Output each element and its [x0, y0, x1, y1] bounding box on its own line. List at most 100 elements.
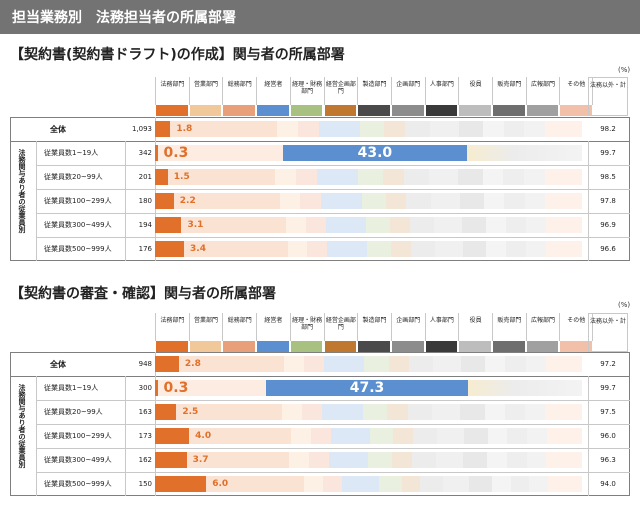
- legend-item: 販売部門: [492, 313, 526, 341]
- row-divider: [36, 448, 630, 449]
- legend-swatch: [290, 341, 323, 352]
- bar-segment: [411, 452, 436, 468]
- bar-segment: [458, 121, 484, 137]
- bar-segment: [526, 241, 547, 257]
- row-label: 従業員数500~999人: [44, 480, 112, 488]
- legend-item: 製造部門: [357, 313, 391, 341]
- bar-segment: [325, 217, 366, 233]
- bar-segment: [206, 476, 304, 492]
- other-total-value: 96.3: [600, 456, 616, 464]
- legend-item: 営業部門: [188, 313, 223, 341]
- column-divider: [155, 352, 156, 496]
- row-divider: [10, 376, 630, 377]
- legend-swatch: [257, 105, 289, 116]
- legend-item: 経理・財務部門: [289, 313, 324, 341]
- legend-swatch: [560, 105, 593, 116]
- bar-segment: [322, 404, 363, 420]
- row-divider: [36, 213, 630, 214]
- bar-segment: [189, 428, 292, 444]
- legend-swatch: [425, 341, 458, 352]
- bar-segment: [277, 121, 298, 137]
- row-label: 従業員数300~499人: [44, 456, 112, 464]
- bar-segment: [548, 476, 582, 492]
- bar-segment: [433, 217, 462, 233]
- bar-legal: [155, 356, 179, 372]
- legend-item: 人事部門: [424, 77, 459, 105]
- legend-item: 経営者: [256, 313, 290, 341]
- bar-segment: [408, 356, 433, 372]
- group-label: 法務関与あり者の従業員別: [18, 149, 26, 233]
- bar-segment: [302, 404, 323, 420]
- bar-legal: [155, 169, 168, 185]
- bar-segment: [413, 428, 437, 444]
- legend-item: 経理・財務部門: [289, 77, 324, 105]
- bar-segment: [461, 356, 486, 372]
- bar-segment: [296, 169, 317, 185]
- row-count: 948: [138, 360, 152, 368]
- bar-legal: [155, 217, 182, 233]
- bar-segment: [504, 193, 525, 209]
- bar-segment: [544, 169, 582, 185]
- bar-legal-label: 6.0: [212, 479, 229, 489]
- bar-segment: [318, 121, 360, 137]
- bar-segment: [442, 476, 470, 492]
- column-divider: [155, 117, 156, 261]
- bar-segment: [285, 217, 306, 233]
- bar-segment: [300, 193, 321, 209]
- column-divider: [588, 376, 589, 496]
- bar-segment: [457, 169, 483, 185]
- other-total-value: 98.5: [600, 173, 616, 181]
- legend-swatch: [459, 341, 491, 352]
- bar-segment: [388, 356, 409, 372]
- legend-swatch: [526, 105, 559, 116]
- bar-segment: [546, 241, 582, 257]
- legend-swatch: [526, 341, 559, 352]
- header-bar: 担当業務別 法務担当者の所属部署: [0, 0, 640, 34]
- bar-segment: [328, 452, 369, 468]
- bar-ceo: [283, 145, 467, 161]
- legend-item: 販売部門: [492, 77, 526, 105]
- bar-segment: [186, 452, 290, 468]
- bar-segment: [358, 169, 384, 185]
- legend-item: 法務部門: [155, 313, 189, 341]
- bar-legal-label: 4.0: [195, 431, 212, 441]
- bar-segment: [287, 241, 308, 257]
- bar-segment: [525, 356, 546, 372]
- bar-legal-label: 2.2: [179, 196, 196, 206]
- legend-item: その他: [559, 77, 594, 105]
- bar-segment: [383, 169, 404, 185]
- bar-segment: [524, 121, 545, 137]
- bar-legal: [155, 428, 190, 444]
- bar-legal-label: 2.8: [184, 359, 201, 369]
- legend-item: 人事部門: [424, 313, 459, 341]
- row-divider: [36, 237, 630, 238]
- bar-segment: [279, 193, 301, 209]
- legend-item: 企画部門: [390, 313, 425, 341]
- other-total-value: 99.7: [600, 149, 616, 157]
- bar-segment: [167, 169, 276, 185]
- bar-segment: [503, 121, 525, 137]
- column-divider: [36, 376, 37, 496]
- bar-segment: [283, 356, 304, 372]
- bar-legal-label: 1.8: [176, 124, 193, 134]
- bar-legal: [155, 145, 158, 161]
- other-total-header: 法務以外・計: [588, 313, 628, 352]
- row-count: 173: [138, 432, 152, 440]
- bar-segment: [487, 428, 508, 444]
- bar-segment: [330, 428, 370, 444]
- row-label: 従業員数20~99人: [44, 173, 103, 181]
- bar-segment: [545, 193, 582, 209]
- legend-item: 製造部門: [357, 77, 391, 105]
- legend-item: 総務部門: [222, 77, 256, 105]
- chart-title: 【契約書(契約書ドラフト)の作成】関与者の所属部署: [10, 47, 345, 63]
- bar-segment: [505, 356, 526, 372]
- bar-segment: [483, 121, 504, 137]
- bar-segment: [504, 404, 526, 420]
- row-divider: [36, 472, 630, 473]
- bar-segment: [484, 404, 505, 420]
- bar-segment: [432, 356, 462, 372]
- group-label: 法務関与あり者の従業員別: [18, 384, 26, 468]
- row-label: 従業員数500~999人: [44, 245, 112, 253]
- bar-segment: [526, 452, 547, 468]
- bar-segment: [461, 217, 486, 233]
